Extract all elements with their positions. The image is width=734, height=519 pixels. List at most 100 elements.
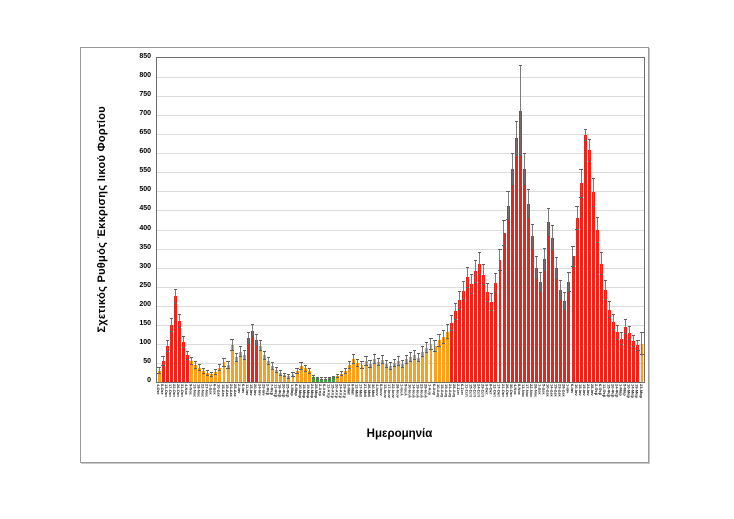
error-bar <box>609 300 610 319</box>
x-tick-label: 20-Φεβ <box>610 384 616 398</box>
bar <box>352 359 356 382</box>
x-tick-label: 4-Ιουν <box>374 384 380 396</box>
error-bar-cap-top <box>611 313 616 315</box>
error-bar <box>471 273 473 294</box>
y-tick-label: 300 <box>139 262 151 270</box>
error-bar <box>422 346 424 357</box>
bar <box>474 271 478 382</box>
error-bar-cap-bottom <box>299 368 303 370</box>
error-bar-cap-bottom <box>307 373 311 375</box>
bar <box>490 301 494 382</box>
x-tick-label: 23-Ιουλ <box>419 384 425 398</box>
x-tick-label: 5-Μαρ <box>622 384 628 396</box>
error-bar <box>418 353 420 363</box>
chart-frame: Σχετικός Ρυθμός Έκκρισης Ιικού Φορτίου 0… <box>80 47 649 463</box>
error-bar <box>604 279 606 300</box>
x-tick-label: 17-Μαϊ <box>358 384 364 397</box>
error-bar-cap-bottom <box>620 344 624 346</box>
error-bar <box>552 225 554 251</box>
error-bar <box>507 191 509 221</box>
bar <box>620 338 624 382</box>
error-bar-cap-bottom <box>571 265 575 267</box>
error-bar-cap-bottom <box>327 378 332 380</box>
error-bar-cap-bottom <box>368 366 372 368</box>
x-tick-label: 23-Δεκ <box>557 384 563 397</box>
error-bar <box>588 138 590 162</box>
error-bar <box>349 360 351 370</box>
x-tick-label: 29-Σεπ <box>480 384 486 398</box>
error-bar <box>438 333 440 347</box>
error-bar-cap-bottom <box>482 284 486 286</box>
error-bar-cap-top <box>250 323 254 325</box>
x-tick-label: 6-Φεβ <box>598 384 604 396</box>
error-bar-cap-bottom <box>352 363 356 365</box>
error-bar-cap-bottom <box>457 308 461 310</box>
gridline <box>157 191 644 193</box>
bar <box>384 364 388 382</box>
error-bar-cap-bottom <box>238 355 242 357</box>
error-bar-cap-top <box>206 370 210 372</box>
error-bar-cap-bottom <box>437 345 441 347</box>
x-tick-label: 3-Οκτ <box>484 384 490 395</box>
x-tick-label: 15-Ιαν <box>249 384 255 396</box>
error-bar-cap-bottom <box>559 298 563 300</box>
error-bar <box>426 341 428 354</box>
error-bar-cap-bottom <box>161 364 165 366</box>
error-bar <box>316 376 318 380</box>
bar <box>376 362 380 382</box>
error-bar-cap-top <box>299 362 303 364</box>
error-bar-cap-top <box>429 337 433 339</box>
bar <box>169 324 173 382</box>
error-bar-cap-bottom <box>360 368 364 370</box>
error-bar-cap-bottom <box>303 370 307 372</box>
error-bar-cap-bottom <box>478 274 482 276</box>
bar <box>255 340 258 382</box>
error-bar-cap-top <box>514 120 518 122</box>
x-tick-label: 28-Μαρ <box>314 384 320 399</box>
x-tick-label: 2-Φεβ <box>265 384 271 396</box>
error-bar <box>613 313 615 330</box>
error-bar-cap-top <box>262 350 267 352</box>
error-bar-cap-top <box>214 369 218 371</box>
bar <box>226 364 230 382</box>
error-bar <box>227 360 229 370</box>
error-bar-cap-bottom <box>396 364 401 366</box>
x-tick-label: 21-Μαϊ <box>362 384 368 397</box>
error-bar <box>515 120 517 156</box>
error-bar-cap-top <box>307 368 311 370</box>
bar <box>571 256 575 382</box>
x-tick-label: 24-Ιαν <box>257 384 263 396</box>
bar <box>271 366 275 382</box>
error-bar <box>166 340 168 352</box>
x-tick-label: 19-Ιουλ <box>415 384 421 398</box>
error-bar <box>511 153 513 186</box>
bar <box>579 183 583 382</box>
bar <box>526 203 530 382</box>
error-bar-cap-top <box>433 340 437 342</box>
error-bar-cap-top <box>417 353 421 355</box>
error-bar-cap-bottom <box>291 376 295 378</box>
bar <box>194 364 198 382</box>
error-bar-cap-top <box>632 334 636 336</box>
bar <box>157 370 161 382</box>
error-bar-cap-top <box>518 64 522 66</box>
error-bar-cap-top <box>607 300 612 302</box>
bar <box>478 263 482 382</box>
error-bar-cap-bottom <box>502 244 506 246</box>
y-tick-label: 800 <box>139 72 151 80</box>
error-bar-cap-bottom <box>413 358 417 360</box>
bar <box>315 378 319 382</box>
x-tick-label: 20-Φεβ <box>281 384 287 398</box>
error-bar-cap-top <box>271 362 275 364</box>
x-tick-label: 20-Ιαν <box>253 384 259 396</box>
x-tick-label: 27-Νοε <box>204 384 210 398</box>
error-bar-cap-bottom <box>563 309 567 311</box>
error-bar <box>190 357 192 365</box>
bar <box>482 274 486 382</box>
error-bar-cap-top <box>421 346 425 348</box>
error-bar-cap-bottom <box>547 234 551 236</box>
error-bar <box>385 360 387 368</box>
x-tick-label: 19-Δεκ <box>553 384 559 397</box>
error-bar <box>239 346 241 357</box>
error-bar <box>393 358 395 368</box>
